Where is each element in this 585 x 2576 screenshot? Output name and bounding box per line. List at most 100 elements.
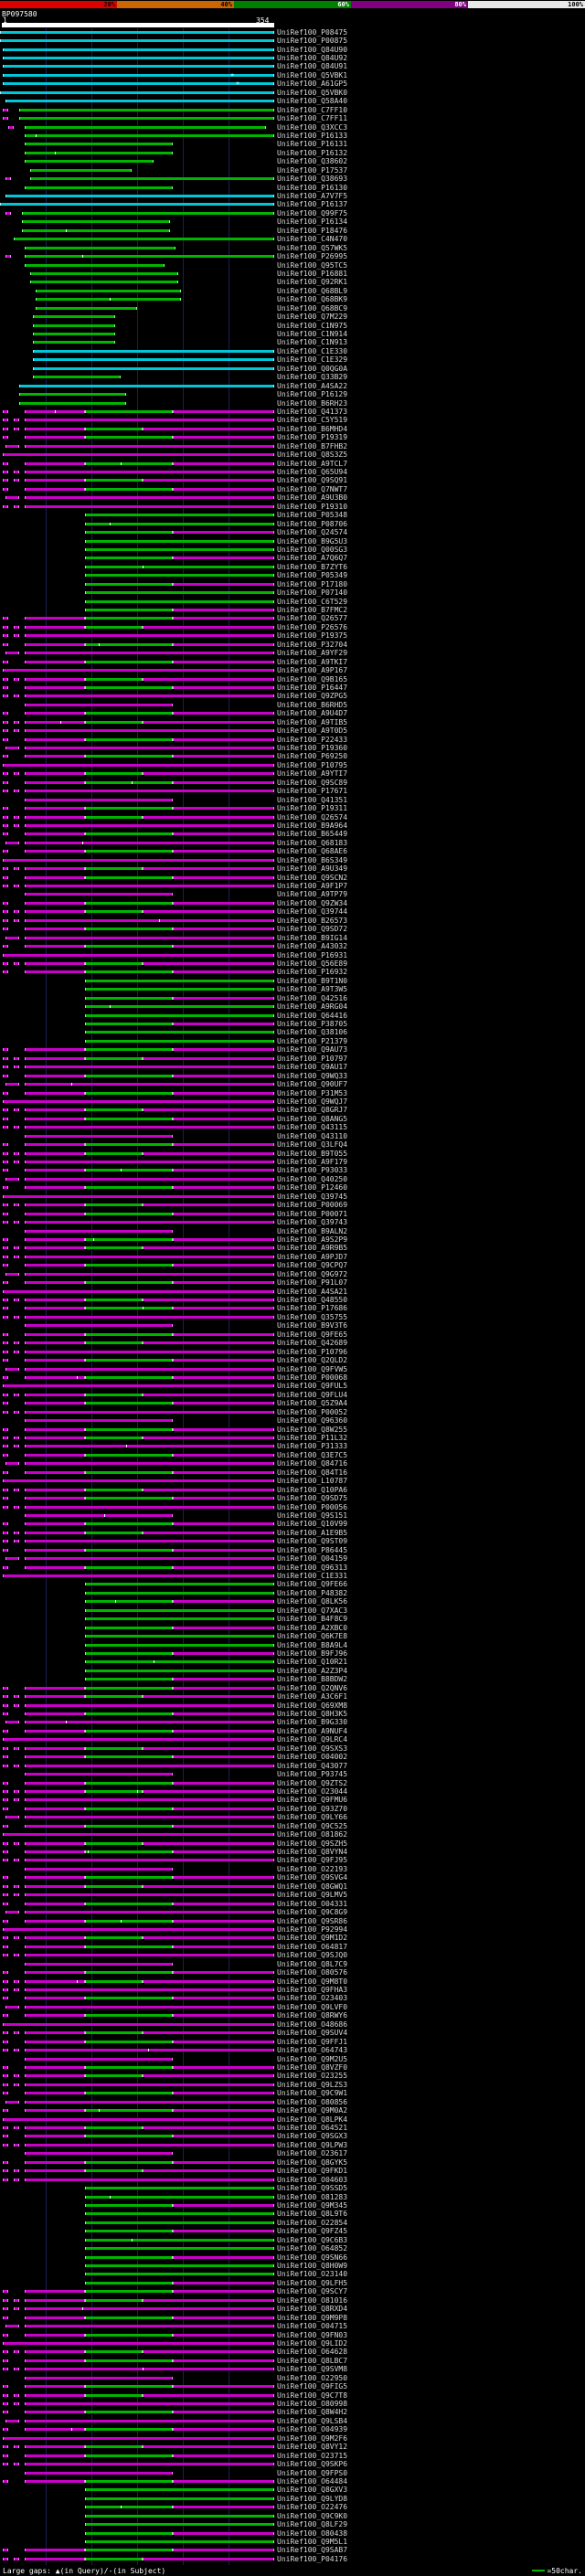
hsp-bar[interactable] xyxy=(14,1859,19,1862)
hsp-bar[interactable] xyxy=(85,1608,274,1612)
hit-label[interactable]: UniRef100_Q95TC5 xyxy=(277,260,348,270)
hsp-bar[interactable] xyxy=(25,1410,274,1414)
hsp-bar[interactable] xyxy=(14,419,19,422)
hsp-bar[interactable] xyxy=(173,2333,274,2337)
hsp-bar[interactable] xyxy=(14,1161,19,1164)
hit-label[interactable]: UniRef100_Q43115 xyxy=(277,1123,348,1132)
hit-label[interactable]: UniRef100_Q9M1D2 xyxy=(277,1934,348,1943)
hsp-bar[interactable] xyxy=(14,1299,19,1302)
hit-label[interactable]: UniRef100_O04603 xyxy=(277,2175,348,2184)
hsp-bar[interactable] xyxy=(25,1513,173,1517)
hsp-bar[interactable] xyxy=(3,2143,8,2147)
hsp-bar[interactable] xyxy=(173,1565,274,1569)
hit-label[interactable]: UniRef100_Q9FZ45 xyxy=(277,2227,348,2236)
hsp-bar[interactable] xyxy=(14,1436,19,1440)
hit-label[interactable]: UniRef100_Q8GRJ7 xyxy=(277,1106,348,1115)
hsp-bar[interactable] xyxy=(25,2135,85,2138)
hsp-bar[interactable] xyxy=(85,928,173,931)
hsp-bar[interactable] xyxy=(3,1108,8,1112)
hit-label[interactable]: UniRef100_Q8L7C9 xyxy=(277,1959,348,1968)
hit-label[interactable]: UniRef100_P04176 xyxy=(277,2554,348,2563)
hsp-bar[interactable] xyxy=(85,574,274,578)
hsp-bar[interactable] xyxy=(85,1039,274,1043)
hsp-bar[interactable] xyxy=(5,2005,19,2009)
hsp-bar[interactable] xyxy=(25,1816,274,1819)
hit-label[interactable]: UniRef100_Q9LVF0 xyxy=(277,2002,348,2011)
hit-label[interactable]: UniRef100_Q96360 xyxy=(277,1416,348,1426)
hit-label[interactable]: UniRef100_Q9FIG5 xyxy=(277,2382,348,2391)
hit-label[interactable]: UniRef100_P26995 xyxy=(277,252,348,261)
hsp-bar[interactable] xyxy=(25,720,85,724)
hit-label[interactable]: UniRef100_Q9SUV4 xyxy=(277,2029,348,2038)
hsp-bar[interactable] xyxy=(3,1410,8,1414)
hsp-bar[interactable] xyxy=(25,660,85,663)
hit-label[interactable]: UniRef100_P92994 xyxy=(277,1924,348,1934)
hit-label[interactable]: UniRef100_Q58A40 xyxy=(277,97,348,106)
hsp-bar[interactable] xyxy=(19,393,126,397)
hsp-bar[interactable] xyxy=(3,1048,8,1052)
hsp-bar[interactable] xyxy=(85,2540,274,2544)
hsp-bar[interactable] xyxy=(3,2049,8,2052)
hit-label[interactable]: UniRef100_P19375 xyxy=(277,631,348,641)
hsp-bar[interactable] xyxy=(173,1074,274,1077)
hsp-bar[interactable] xyxy=(85,1884,143,1888)
hit-label[interactable]: UniRef100_Q39745 xyxy=(277,1192,348,1201)
hsp-bar[interactable] xyxy=(143,1789,274,1793)
hit-label[interactable]: UniRef100_B7FMC2 xyxy=(277,606,348,615)
hsp-bar[interactable] xyxy=(173,2281,274,2284)
hsp-bar[interactable] xyxy=(85,2281,173,2284)
hsp-bar[interactable] xyxy=(25,790,274,793)
hsp-bar[interactable] xyxy=(25,634,274,638)
hsp-bar[interactable] xyxy=(25,1367,274,1371)
hsp-bar[interactable] xyxy=(14,1151,19,1155)
hsp-bar[interactable] xyxy=(3,1927,274,1931)
hsp-bar[interactable] xyxy=(85,2333,173,2337)
hsp-bar[interactable] xyxy=(25,2057,173,2061)
hit-label[interactable]: UniRef100_P31M53 xyxy=(277,1088,348,1097)
hit-label[interactable]: UniRef100_Q10R21 xyxy=(277,1658,348,1667)
hit-label[interactable]: UniRef100_O23044 xyxy=(277,1786,348,1796)
hsp-bar[interactable] xyxy=(3,504,8,508)
hsp-bar[interactable] xyxy=(3,1798,8,1802)
hit-label[interactable]: UniRef100_A9TP79 xyxy=(277,890,348,899)
hit-label[interactable]: UniRef100_Q9SCY7 xyxy=(277,2287,348,2296)
hit-label[interactable]: UniRef100_P05349 xyxy=(277,571,348,580)
hsp-bar[interactable] xyxy=(25,1375,85,1379)
hsp-bar[interactable] xyxy=(85,609,173,612)
hsp-bar[interactable] xyxy=(25,444,274,448)
hsp-bar[interactable] xyxy=(173,1919,274,1923)
hsp-bar[interactable] xyxy=(25,970,85,974)
hsp-bar[interactable] xyxy=(143,2445,274,2449)
hit-label[interactable]: UniRef100_P07140 xyxy=(277,588,348,598)
hit-label[interactable]: UniRef100_P19319 xyxy=(277,433,348,442)
hsp-bar[interactable] xyxy=(85,2074,143,2078)
hsp-bar[interactable] xyxy=(3,1488,8,1491)
hit-label[interactable]: UniRef100_B7ZYT6 xyxy=(277,562,348,571)
hit-label[interactable]: UniRef100_P22433 xyxy=(277,735,348,744)
hsp-bar[interactable] xyxy=(14,1540,19,1543)
hsp-bar[interactable] xyxy=(14,1255,19,1258)
hit-label[interactable]: UniRef100_Q8GWQ1 xyxy=(277,1882,348,1891)
hsp-bar[interactable] xyxy=(85,1583,274,1586)
hsp-bar[interactable] xyxy=(3,729,8,733)
hsp-bar[interactable] xyxy=(3,1445,8,1448)
hsp-bar[interactable] xyxy=(85,1548,173,1552)
hit-label[interactable]: UniRef100_Q9M2U5 xyxy=(277,2054,348,2063)
hsp-bar[interactable] xyxy=(85,1565,173,1569)
hsp-bar[interactable] xyxy=(3,1169,8,1172)
hsp-bar[interactable] xyxy=(85,1695,143,1699)
hit-label[interactable]: UniRef100_Q9AU17 xyxy=(277,1063,348,1072)
hsp-bar[interactable] xyxy=(85,772,143,776)
hit-label[interactable]: UniRef100_Q9SR86 xyxy=(277,1916,348,1925)
hsp-bar[interactable] xyxy=(85,565,274,568)
hit-label[interactable]: UniRef100_P26576 xyxy=(277,622,348,631)
hit-label[interactable]: UniRef100_Q35755 xyxy=(277,1312,348,1321)
hsp-bar[interactable] xyxy=(173,461,274,465)
hsp-bar[interactable] xyxy=(143,1299,274,1302)
hsp-bar[interactable] xyxy=(143,479,274,482)
hsp-bar[interactable] xyxy=(30,281,178,284)
hit-label[interactable]: UniRef100_B9FJ96 xyxy=(277,1648,348,1658)
hsp-bar[interactable] xyxy=(85,1048,173,1052)
hsp-bar[interactable] xyxy=(3,918,8,922)
hit-label[interactable]: UniRef100_A9U4D7 xyxy=(277,709,348,718)
